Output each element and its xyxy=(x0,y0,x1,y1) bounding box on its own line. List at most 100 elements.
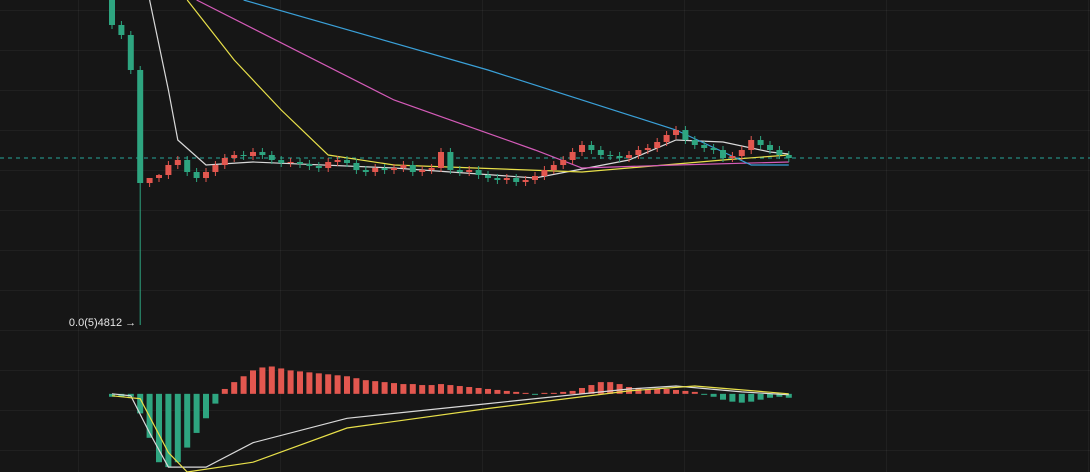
macd-bar xyxy=(738,393,745,403)
candle-body xyxy=(644,148,651,150)
macd-bar xyxy=(419,385,426,394)
macd-bar xyxy=(184,393,191,448)
macd-bar xyxy=(729,393,736,402)
candle-body xyxy=(663,135,670,142)
candle-body xyxy=(221,158,228,165)
macd-bar xyxy=(391,383,397,394)
macd-bar xyxy=(776,393,783,397)
candle-body xyxy=(268,155,275,160)
macd-bar xyxy=(466,387,473,394)
macd-bar xyxy=(353,378,360,394)
macd-bar xyxy=(334,375,341,394)
candle-body xyxy=(776,150,783,155)
candle-body xyxy=(118,25,125,35)
indicator-line xyxy=(196,0,789,169)
macd-bar xyxy=(372,381,379,394)
candle-body xyxy=(597,150,604,155)
candle-body xyxy=(579,145,585,152)
macd-bar xyxy=(165,393,172,468)
candle-body xyxy=(250,152,256,156)
candle-body xyxy=(654,142,661,148)
macd-bar xyxy=(315,373,322,394)
candle-body xyxy=(541,170,548,176)
candle-body xyxy=(447,152,454,170)
macd-bar xyxy=(240,376,247,394)
macd-bar xyxy=(513,391,520,394)
macd-bar xyxy=(616,384,623,394)
macd-bar xyxy=(663,388,670,394)
candle-body xyxy=(428,168,435,170)
candle-body xyxy=(315,166,322,168)
candle-body xyxy=(174,160,181,165)
macd-bar xyxy=(400,384,407,394)
macd-bar xyxy=(231,382,238,394)
macd-bar xyxy=(710,393,717,397)
candle-body xyxy=(588,145,595,150)
macd-bar xyxy=(560,391,567,394)
candle-body xyxy=(485,175,491,178)
macd-bar xyxy=(193,393,200,433)
candle-body xyxy=(456,170,463,172)
candle-body xyxy=(409,165,416,172)
candle-body xyxy=(240,155,247,156)
candle-body xyxy=(231,155,238,158)
candle-body xyxy=(362,170,369,172)
macd-bar xyxy=(268,366,275,394)
macd-bar xyxy=(635,387,642,394)
macd-bar xyxy=(259,367,266,394)
candle-body xyxy=(626,155,632,158)
macd-bar xyxy=(588,385,595,394)
candle-body xyxy=(381,168,388,170)
candle-body xyxy=(127,35,134,70)
macd-bar xyxy=(137,393,144,414)
candle-body xyxy=(391,168,397,170)
candle-body xyxy=(691,140,698,145)
candle-body xyxy=(701,145,708,148)
macd-bar xyxy=(607,382,614,394)
candle-body xyxy=(466,170,473,172)
macd-bar xyxy=(644,388,651,394)
candle-body xyxy=(532,176,538,180)
macd-bar xyxy=(221,388,228,394)
candle-body xyxy=(616,156,623,158)
macd-bar xyxy=(541,392,548,394)
macd-bar xyxy=(456,386,463,394)
macd-bar xyxy=(203,393,209,419)
candle-body xyxy=(372,168,379,172)
macd-bar xyxy=(720,393,726,400)
candle-body xyxy=(146,178,153,183)
macd-bar xyxy=(494,389,501,394)
macd-bar xyxy=(597,382,604,394)
low-price-label: 0.0(5)4812 → xyxy=(69,317,136,329)
candle-body xyxy=(710,148,717,150)
candle-body xyxy=(503,178,510,180)
macd-bar xyxy=(701,393,708,395)
candle-body xyxy=(278,160,285,163)
candle-body xyxy=(353,163,360,170)
candle-body xyxy=(109,0,115,25)
candle-body xyxy=(287,162,294,163)
macd-bar xyxy=(673,389,679,394)
macd-bar xyxy=(381,382,388,394)
macd-bar xyxy=(532,393,538,395)
macd-bar xyxy=(297,371,303,394)
macd-bar xyxy=(325,374,332,394)
macd-bar xyxy=(569,390,576,394)
candle-body xyxy=(673,130,679,135)
candle-body xyxy=(494,178,501,180)
candle-body xyxy=(259,152,266,155)
candle-body xyxy=(720,150,726,158)
macd-bar xyxy=(485,388,491,394)
candle-body xyxy=(569,152,576,160)
macd-bar xyxy=(654,388,661,394)
candle-body xyxy=(325,162,332,168)
candle-body xyxy=(212,165,219,172)
macd-bar xyxy=(767,393,773,398)
macd-bar xyxy=(748,393,755,402)
candle-body xyxy=(738,150,745,156)
macd-bar xyxy=(306,372,313,394)
macd-bar xyxy=(682,390,689,394)
macd-bar xyxy=(503,390,510,394)
macd-bar xyxy=(550,392,557,394)
candle-body xyxy=(560,160,567,165)
